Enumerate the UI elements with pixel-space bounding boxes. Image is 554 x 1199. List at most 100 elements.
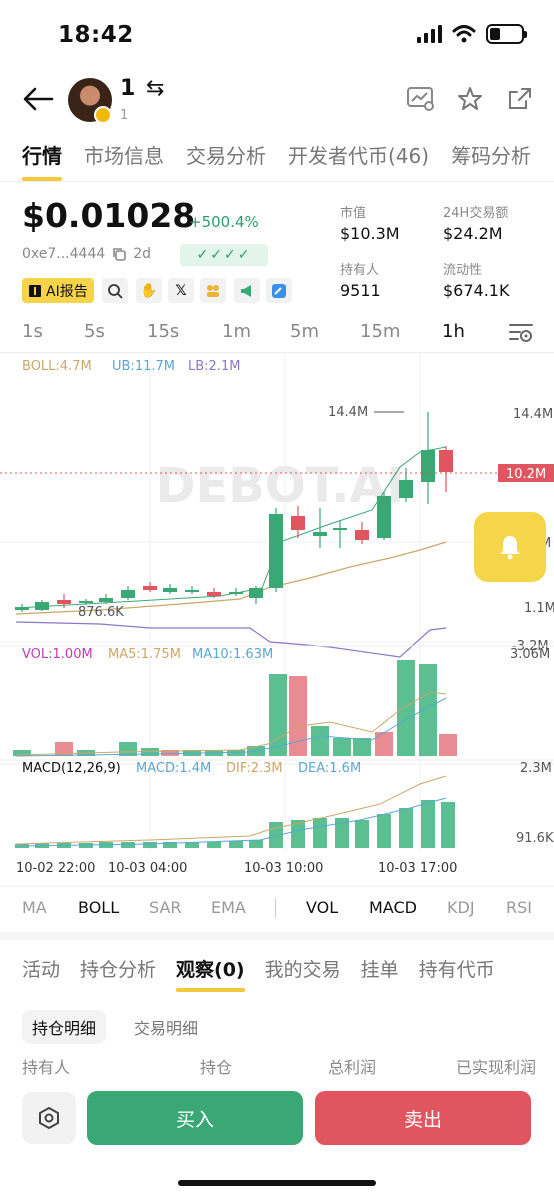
holders-value: 9511 <box>340 281 381 300</box>
interval-selector: 1s 5s 15s 1m 5m 15m 1h <box>0 318 554 348</box>
macd-bar <box>399 808 413 848</box>
interval-15s[interactable]: 15s <box>147 321 180 342</box>
tab-market-info[interactable]: 市场信息 <box>84 144 164 168</box>
tab-activity[interactable]: 活动 <box>22 959 61 981</box>
volume-bars <box>13 660 457 756</box>
candle-body <box>355 530 369 540</box>
macd-bar <box>377 814 391 848</box>
indicator-sar[interactable]: SAR <box>149 898 182 917</box>
ai-report-label: AI报告 <box>46 283 88 300</box>
volume-bar <box>397 660 415 756</box>
indicator-ema[interactable]: EMA <box>211 898 246 917</box>
indicator-ma[interactable]: MA <box>22 898 47 917</box>
macd-bar <box>249 840 263 848</box>
candle-body <box>421 450 435 482</box>
candle-body <box>163 588 177 592</box>
candle-body <box>121 590 135 598</box>
copy-icon[interactable] <box>111 246 127 262</box>
tab-holdings[interactable]: 持有代币 <box>418 959 495 981</box>
boll-label: BOLL:4.7M <box>22 359 92 374</box>
candle-body <box>99 598 113 602</box>
community-icon[interactable] <box>200 278 226 303</box>
indicator-divider <box>275 898 276 918</box>
token-price: $0.01028 <box>22 196 196 235</box>
current-price-tag <box>498 464 554 482</box>
x-axis-label: 10-03 04:00 <box>108 861 187 876</box>
macd-bar <box>79 843 93 848</box>
watch-chart-icon[interactable] <box>406 86 436 112</box>
volume-bar <box>13 750 31 756</box>
tab-dev-tokens[interactable]: 开发者代币(46) <box>288 144 430 168</box>
ai-report-button[interactable]: AI报告 <box>22 278 94 303</box>
lb-label: LB:2.1M <box>188 359 240 374</box>
macd-value-label: MACD:1.4M <box>136 761 211 776</box>
price-alert-button[interactable] <box>474 512 546 582</box>
hand-icon[interactable]: ✋ <box>136 278 162 303</box>
chart-settings-icon[interactable] <box>508 320 534 344</box>
volume-bar <box>269 674 287 756</box>
interval-1m[interactable]: 1m <box>222 321 251 342</box>
dif-label: DIF:2.3M <box>226 761 283 776</box>
token-subtitle: 1 <box>120 108 129 123</box>
macd-bar <box>291 820 305 848</box>
price-chart[interactable]: DEBOT.AI BOLL:4.7M UB:11.7M LB:2.1M 14.4… <box>0 352 554 882</box>
interval-5m[interactable]: 5m <box>290 321 319 342</box>
security-checks[interactable]: ✓✓✓✓ <box>180 244 268 266</box>
bell-icon <box>500 536 520 560</box>
boll-middle-line <box>15 541 447 615</box>
subtab-trade-details[interactable]: 交易明细 <box>134 1019 199 1038</box>
back-arrow-icon[interactable] <box>22 86 54 112</box>
volume-bar <box>227 750 245 756</box>
tab-orders[interactable]: 挂单 <box>360 959 399 981</box>
search-icon[interactable] <box>102 278 128 303</box>
star-icon[interactable] <box>456 85 484 113</box>
col-total-profit: 总利润 <box>328 1058 377 1077</box>
candle-body <box>79 601 93 603</box>
battery-icon <box>486 24 527 44</box>
x-twitter-icon[interactable]: 𝕏 <box>168 278 194 303</box>
subtab-holding-details[interactable]: 持仓明细 <box>22 1010 107 1044</box>
indicator-vol[interactable]: VOL <box>306 898 339 917</box>
share-icon[interactable] <box>506 86 534 112</box>
indicator-rsi[interactable]: RSI <box>506 898 532 917</box>
interval-15m[interactable]: 15m <box>360 321 401 342</box>
tab-trade-analysis[interactable]: 交易分析 <box>186 144 266 168</box>
volume-bar <box>419 664 437 756</box>
vol-ma5-line <box>15 691 447 756</box>
buy-button[interactable]: 买入 <box>87 1091 303 1145</box>
dea-label: DEA:1.6M <box>298 761 361 776</box>
edit-icon[interactable] <box>266 278 292 303</box>
tab-holding-analysis[interactable]: 持仓分析 <box>80 959 157 981</box>
indicator-macd[interactable]: MACD <box>369 898 417 917</box>
token-age: 2d <box>133 246 152 262</box>
tab-my-trades[interactable]: 我的交易 <box>264 959 341 981</box>
megaphone-icon[interactable] <box>234 278 260 303</box>
col-holder: 持有人 <box>22 1058 71 1077</box>
interval-5s[interactable]: 5s <box>84 321 105 342</box>
macd-axis-label: 91.6K <box>516 831 554 846</box>
tab-market[interactable]: 行情 <box>22 140 62 181</box>
dif-line <box>15 775 447 845</box>
low-tag: 876.6K <box>78 605 124 620</box>
divider <box>0 886 554 887</box>
interval-1s[interactable]: 1s <box>22 321 43 342</box>
trade-settings-button[interactable] <box>22 1092 76 1144</box>
volume-bar <box>311 726 329 756</box>
status-icons <box>417 24 527 44</box>
swap-icon[interactable]: ⇆ <box>146 76 165 101</box>
signal-icon <box>417 25 442 43</box>
interval-1h[interactable]: 1h <box>442 321 465 342</box>
volume-bar <box>375 732 393 756</box>
indicator-kdj[interactable]: KDJ <box>447 898 475 917</box>
col-realized-profit: 已实现利润 <box>456 1058 537 1077</box>
indicator-boll[interactable]: BOLL <box>78 898 120 917</box>
macd-bar <box>335 818 349 848</box>
y-axis-label: 14.4M <box>513 407 553 422</box>
tab-chip-analysis[interactable]: 筹码分析 <box>451 144 532 168</box>
candle-body <box>313 532 327 536</box>
tab-watch[interactable]: 观察(0) <box>176 955 245 992</box>
y-axis-label: 1.1M <box>524 601 554 616</box>
macd-bar <box>421 800 435 848</box>
sell-button[interactable]: 卖出 <box>315 1091 531 1145</box>
macd-bar <box>355 820 369 848</box>
